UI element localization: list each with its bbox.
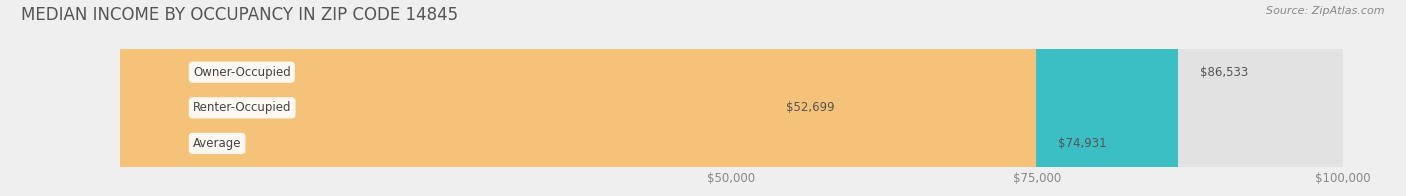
FancyBboxPatch shape <box>120 0 1178 196</box>
Text: Average: Average <box>193 137 242 150</box>
FancyBboxPatch shape <box>120 0 1036 196</box>
FancyBboxPatch shape <box>120 0 1343 196</box>
FancyBboxPatch shape <box>120 0 1343 196</box>
Text: $86,533: $86,533 <box>1199 66 1249 79</box>
Text: $52,699: $52,699 <box>786 101 835 114</box>
Text: Owner-Occupied: Owner-Occupied <box>193 66 291 79</box>
Text: Renter-Occupied: Renter-Occupied <box>193 101 291 114</box>
FancyBboxPatch shape <box>120 0 1343 196</box>
Text: MEDIAN INCOME BY OCCUPANCY IN ZIP CODE 14845: MEDIAN INCOME BY OCCUPANCY IN ZIP CODE 1… <box>21 6 458 24</box>
Text: $74,931: $74,931 <box>1059 137 1107 150</box>
Text: Source: ZipAtlas.com: Source: ZipAtlas.com <box>1267 6 1385 16</box>
FancyBboxPatch shape <box>120 0 763 196</box>
